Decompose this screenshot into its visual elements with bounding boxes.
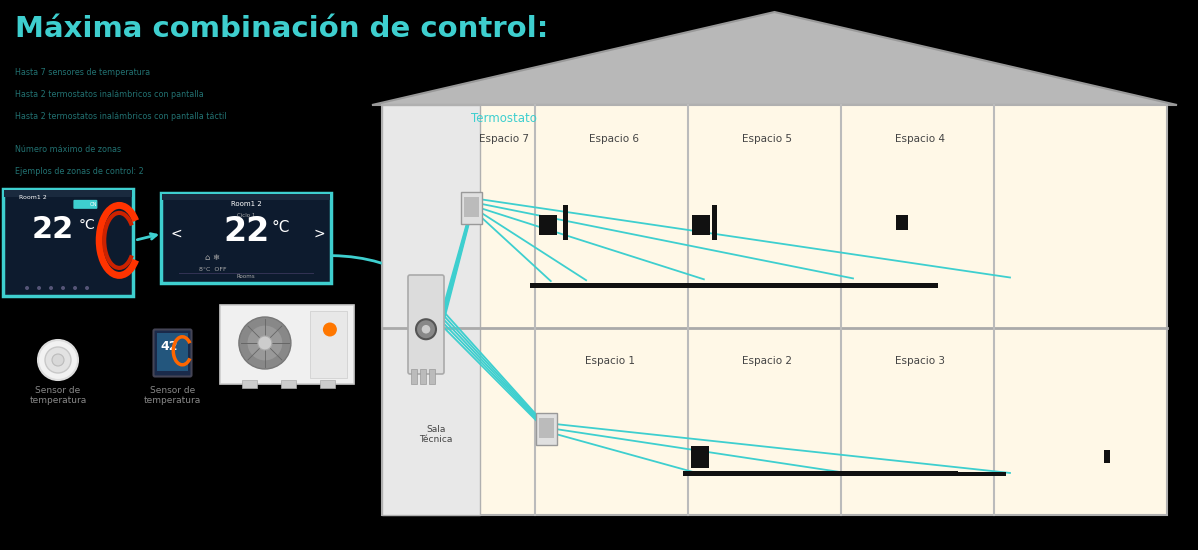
FancyBboxPatch shape [157, 333, 188, 371]
Bar [539, 418, 553, 438]
Bar [382, 105, 480, 515]
Text: °C: °C [78, 218, 95, 232]
Text: ⌂ ❄: ⌂ ❄ [205, 253, 220, 262]
Text: Hasta 7 sensores de temperatura: Hasta 7 sensores de temperatura [16, 68, 150, 77]
Circle shape [49, 286, 53, 290]
Bar [563, 205, 568, 240]
Bar [4, 190, 132, 197]
Circle shape [46, 347, 71, 373]
Text: Espacio 5: Espacio 5 [742, 134, 792, 144]
FancyBboxPatch shape [161, 193, 331, 283]
FancyBboxPatch shape [461, 192, 483, 224]
Bar [320, 380, 334, 388]
FancyBboxPatch shape [73, 200, 97, 209]
Text: Espacio 1: Espacio 1 [585, 356, 635, 366]
Bar [162, 194, 329, 200]
Text: Espacio 3: Espacio 3 [895, 356, 945, 366]
Bar [242, 380, 256, 388]
Circle shape [238, 317, 291, 369]
Text: Espacio 4: Espacio 4 [895, 134, 945, 144]
Text: Hasta 2 termostatos inalámbricos con pantalla: Hasta 2 termostatos inalámbricos con pan… [16, 90, 204, 99]
Circle shape [37, 286, 41, 290]
Bar [896, 214, 908, 229]
Text: 22: 22 [223, 216, 270, 249]
Polygon shape [373, 12, 1176, 105]
Circle shape [73, 286, 77, 290]
Bar [465, 197, 479, 217]
FancyBboxPatch shape [220, 305, 353, 384]
Text: Máxima combinación de control:: Máxima combinación de control: [16, 15, 549, 43]
Circle shape [85, 286, 89, 290]
Text: 42: 42 [161, 340, 177, 353]
Bar [310, 311, 346, 378]
Circle shape [420, 324, 431, 334]
Circle shape [52, 354, 63, 366]
Text: Termostato: Termostato [471, 112, 537, 125]
Circle shape [38, 340, 78, 380]
Bar [429, 369, 435, 384]
Text: Espacio 2: Espacio 2 [742, 356, 792, 366]
Circle shape [323, 322, 337, 337]
Text: Ejemplos de zonas de control: 2: Ejemplos de zonas de control: 2 [16, 167, 144, 176]
Bar [691, 447, 709, 469]
FancyBboxPatch shape [536, 413, 557, 445]
Text: <: < [170, 227, 182, 240]
Bar [530, 283, 938, 288]
Circle shape [25, 286, 29, 290]
Text: Room1 2: Room1 2 [231, 201, 261, 207]
Circle shape [416, 319, 436, 339]
Text: 8°C  OFF: 8°C OFF [199, 267, 226, 272]
Bar [1105, 450, 1111, 463]
Bar [382, 105, 1167, 515]
Text: Hasta 2 termostatos inalámbricos con pantalla táctil: Hasta 2 termostatos inalámbricos con pan… [16, 112, 226, 121]
Text: Sensor de
temperatura: Sensor de temperatura [144, 386, 201, 405]
Bar [411, 369, 417, 384]
Text: ON: ON [90, 202, 97, 207]
Circle shape [61, 286, 65, 290]
Text: Ciclo 1: Ciclo 1 [237, 213, 255, 218]
Text: >: > [313, 227, 325, 240]
Text: Espacio 6: Espacio 6 [588, 134, 639, 144]
FancyBboxPatch shape [4, 189, 133, 296]
Bar [539, 214, 557, 235]
Bar [683, 471, 958, 476]
Text: Room1 2: Room1 2 [19, 195, 47, 200]
Text: 22: 22 [31, 216, 74, 244]
Text: Sala
Técnica: Sala Técnica [419, 425, 453, 444]
Bar [849, 472, 1006, 476]
Bar [280, 380, 296, 388]
Circle shape [247, 325, 283, 361]
Text: Espacio 7: Espacio 7 [479, 134, 528, 144]
Circle shape [258, 336, 272, 350]
FancyBboxPatch shape [153, 329, 192, 377]
Bar [712, 205, 718, 240]
Text: Número máximo de zonas: Número máximo de zonas [16, 145, 121, 154]
Text: °C: °C [271, 220, 290, 235]
Bar [692, 214, 710, 235]
FancyBboxPatch shape [409, 275, 444, 374]
Bar [420, 369, 426, 384]
Text: Sensor de
temperatura: Sensor de temperatura [30, 386, 86, 405]
Text: Rooms: Rooms [237, 274, 255, 279]
